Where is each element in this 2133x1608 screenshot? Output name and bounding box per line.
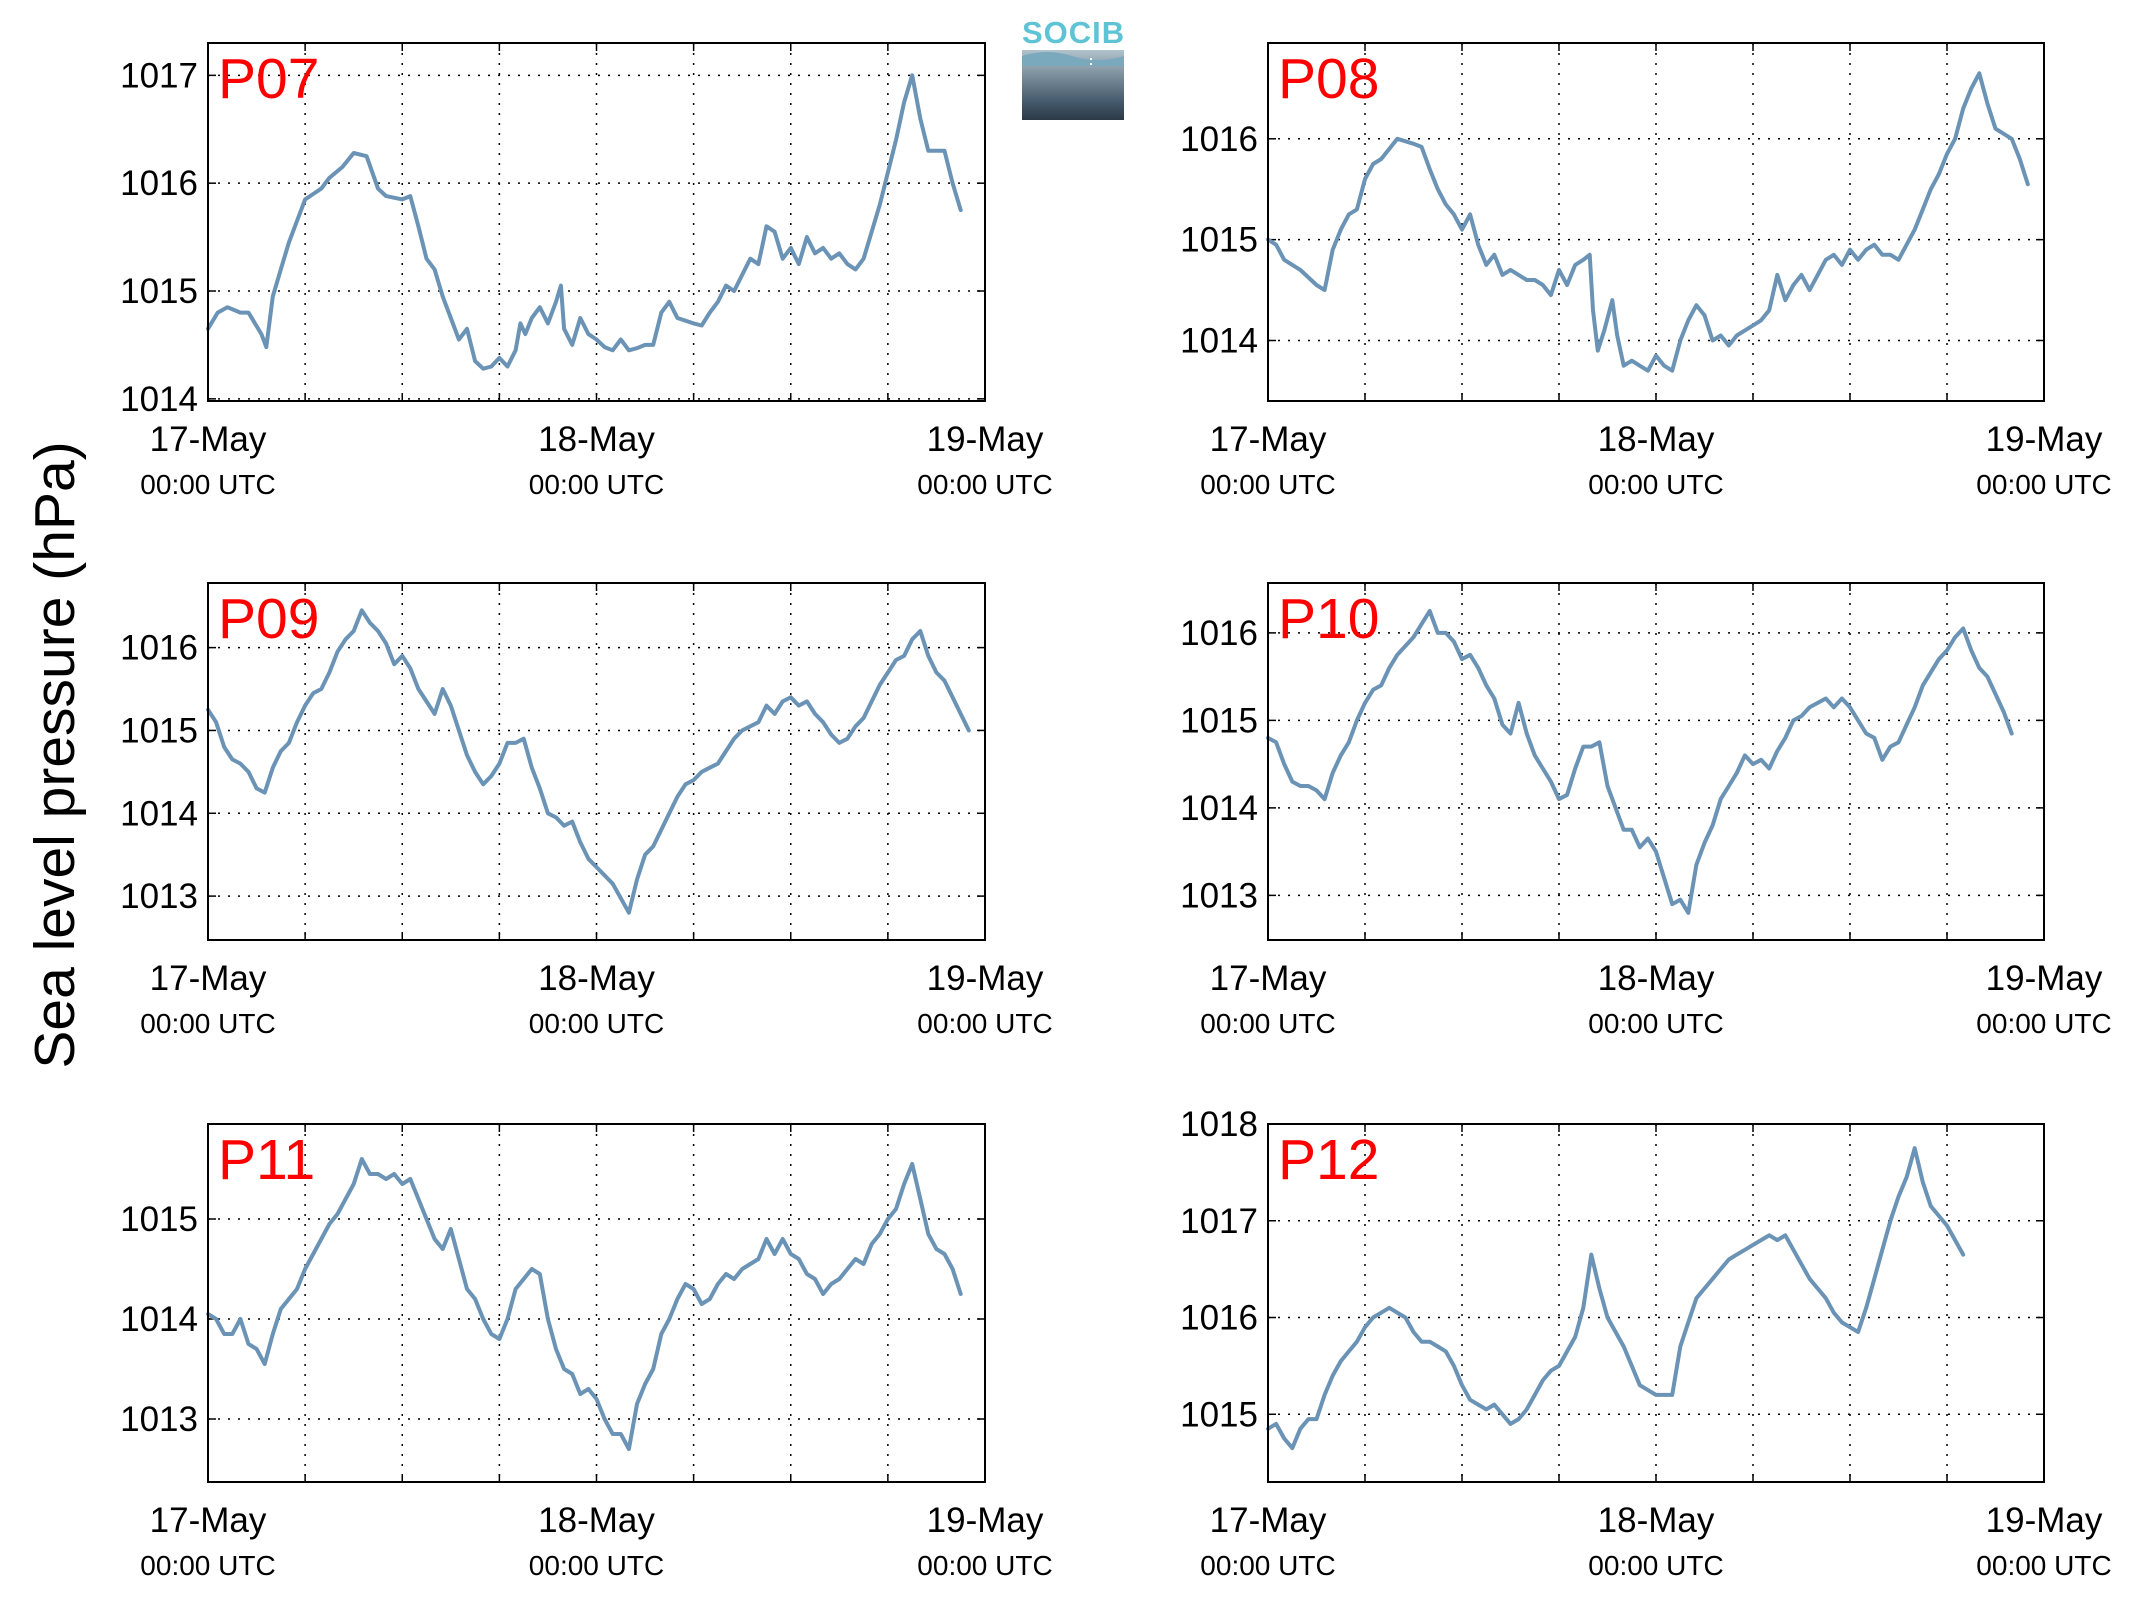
x-tick-label-date: 17-May: [1210, 1501, 1327, 1540]
y-tick-label: 1014: [120, 794, 198, 833]
y-tick-label: 1015: [1180, 701, 1258, 740]
logo-text: SOCIB: [1022, 15, 1126, 50]
x-tick-label-date: 19-May: [927, 420, 1044, 459]
y-tick-label: 1016: [1180, 614, 1258, 653]
x-tick-label-time: 00:00 UTC: [1588, 469, 1723, 500]
axes-frame: [207, 1123, 986, 1483]
axes-frame: [1267, 42, 2045, 402]
y-tick-label: 1013: [120, 1400, 198, 1439]
x-tick-label-time: 00:00 UTC: [917, 469, 1052, 500]
x-tick-label-time: 00:00 UTC: [1976, 469, 2111, 500]
series-line-p11: [206, 1157, 963, 1451]
x-tick-label-time: 00:00 UTC: [1588, 1550, 1723, 1581]
x-tick-label-date: 19-May: [1986, 420, 2103, 459]
panel-p11: 1013 1014 1015 P11 17-May 00:00 UTC 18-May 00:0…: [120, 1123, 1053, 1581]
x-tick-label-time: 00:00 UTC: [1976, 1008, 2111, 1039]
panel-p09: 1013 1014 1015 1016 P09 17-May 00:00 UTC 18-May…: [120, 582, 1053, 1039]
y-tick-label: 1017: [120, 56, 198, 95]
panel-title: P11: [218, 1128, 315, 1192]
y-tick-label: 1015: [1180, 221, 1258, 260]
x-tick-label-date: 18-May: [538, 420, 655, 459]
x-tick-label-time: 00:00 UTC: [140, 1550, 275, 1581]
x-tick-label-time: 00:00 UTC: [1588, 1008, 1723, 1039]
y-tick-label: 1014: [120, 1300, 198, 1339]
x-tick-label-date: 17-May: [1210, 959, 1327, 998]
socib-logo: SOCIB: [1022, 14, 1124, 120]
panel-title: P09: [218, 587, 319, 651]
y-tick-label: 1013: [1180, 876, 1258, 915]
y-tick-label: 1013: [120, 877, 198, 916]
series-line-p09: [206, 608, 971, 915]
panel-title: P12: [1278, 1128, 1379, 1192]
x-tick-label-time: 00:00 UTC: [917, 1550, 1052, 1581]
panel-title: P07: [218, 47, 319, 111]
panel-p12: 1015 1016 1017 1018 P12 17-May 00:00 UTC 18-May…: [1180, 1105, 2112, 1581]
y-tick-label: 1016: [120, 629, 198, 668]
y-tick-label: 1016: [1180, 120, 1258, 159]
axes-frame: [1267, 582, 2045, 941]
panel-p08: 1014 1015 1016 P08 17-May 00:00 UTC 18-May 00:0…: [1180, 42, 2112, 500]
panel-p10: 1013 1014 1015 1016 P10 17-May 00:00 UTC 18-May…: [1180, 582, 2112, 1039]
series-line-p08: [1266, 71, 2030, 373]
y-tick-label: 1015: [120, 711, 198, 750]
y-tick-label: 1014: [1180, 321, 1258, 360]
x-tick-label-time: 00:00 UTC: [529, 469, 664, 500]
x-tick-label-time: 00:00 UTC: [917, 1008, 1052, 1039]
x-tick-label-time: 00:00 UTC: [529, 1008, 664, 1039]
x-tick-label-time: 00:00 UTC: [1200, 1008, 1335, 1039]
axes-frame: [1267, 1123, 2045, 1483]
x-tick-label-time: 00:00 UTC: [1200, 1550, 1335, 1581]
x-tick-label-date: 18-May: [538, 959, 655, 998]
y-tick-label: 1017: [1180, 1202, 1258, 1241]
y-tick-label: 1016: [120, 164, 198, 203]
x-tick-label-date: 18-May: [1598, 420, 1715, 459]
x-tick-label-date: 17-May: [1210, 420, 1327, 459]
x-tick-label-date: 17-May: [150, 1501, 267, 1540]
y-tick-label: 1014: [1180, 789, 1258, 828]
x-tick-label-time: 00:00 UTC: [140, 1008, 275, 1039]
panel-p07: 1014 1015 1016 1017 P07 17-May 00:00 UTC 18-May…: [120, 42, 1053, 500]
x-tick-label-time: 00:00 UTC: [529, 1550, 664, 1581]
x-tick-label-time: 00:00 UTC: [1976, 1550, 2111, 1581]
y-tick-label: 1014: [120, 380, 198, 419]
panel-title: P08: [1278, 47, 1379, 111]
x-tick-label-date: 18-May: [1598, 1501, 1715, 1540]
x-tick-label-time: 00:00 UTC: [140, 469, 275, 500]
y-tick-label: 1015: [120, 272, 198, 311]
y-tick-label: 1016: [1180, 1299, 1258, 1338]
x-tick-label-date: 19-May: [927, 959, 1044, 998]
series-line-p12: [1266, 1146, 1966, 1451]
x-tick-label-date: 17-May: [150, 420, 267, 459]
y-tick-label: 1015: [120, 1200, 198, 1239]
panel-title: P10: [1278, 587, 1379, 651]
y-tick-label: 1018: [1180, 1105, 1258, 1144]
series-line-p10: [1266, 609, 2014, 915]
x-tick-label-date: 18-May: [1598, 959, 1715, 998]
x-tick-label-date: 19-May: [1986, 1501, 2103, 1540]
series-line-p07: [206, 73, 963, 371]
axes-frame: [207, 42, 986, 402]
x-tick-label-date: 19-May: [927, 1501, 1044, 1540]
x-tick-label-date: 18-May: [538, 1501, 655, 1540]
x-tick-label-time: 00:00 UTC: [1200, 469, 1335, 500]
y-tick-label: 1015: [1180, 1395, 1258, 1434]
axes-frame: [207, 582, 986, 941]
x-tick-label-date: 17-May: [150, 959, 267, 998]
x-tick-label-date: 19-May: [1986, 959, 2103, 998]
